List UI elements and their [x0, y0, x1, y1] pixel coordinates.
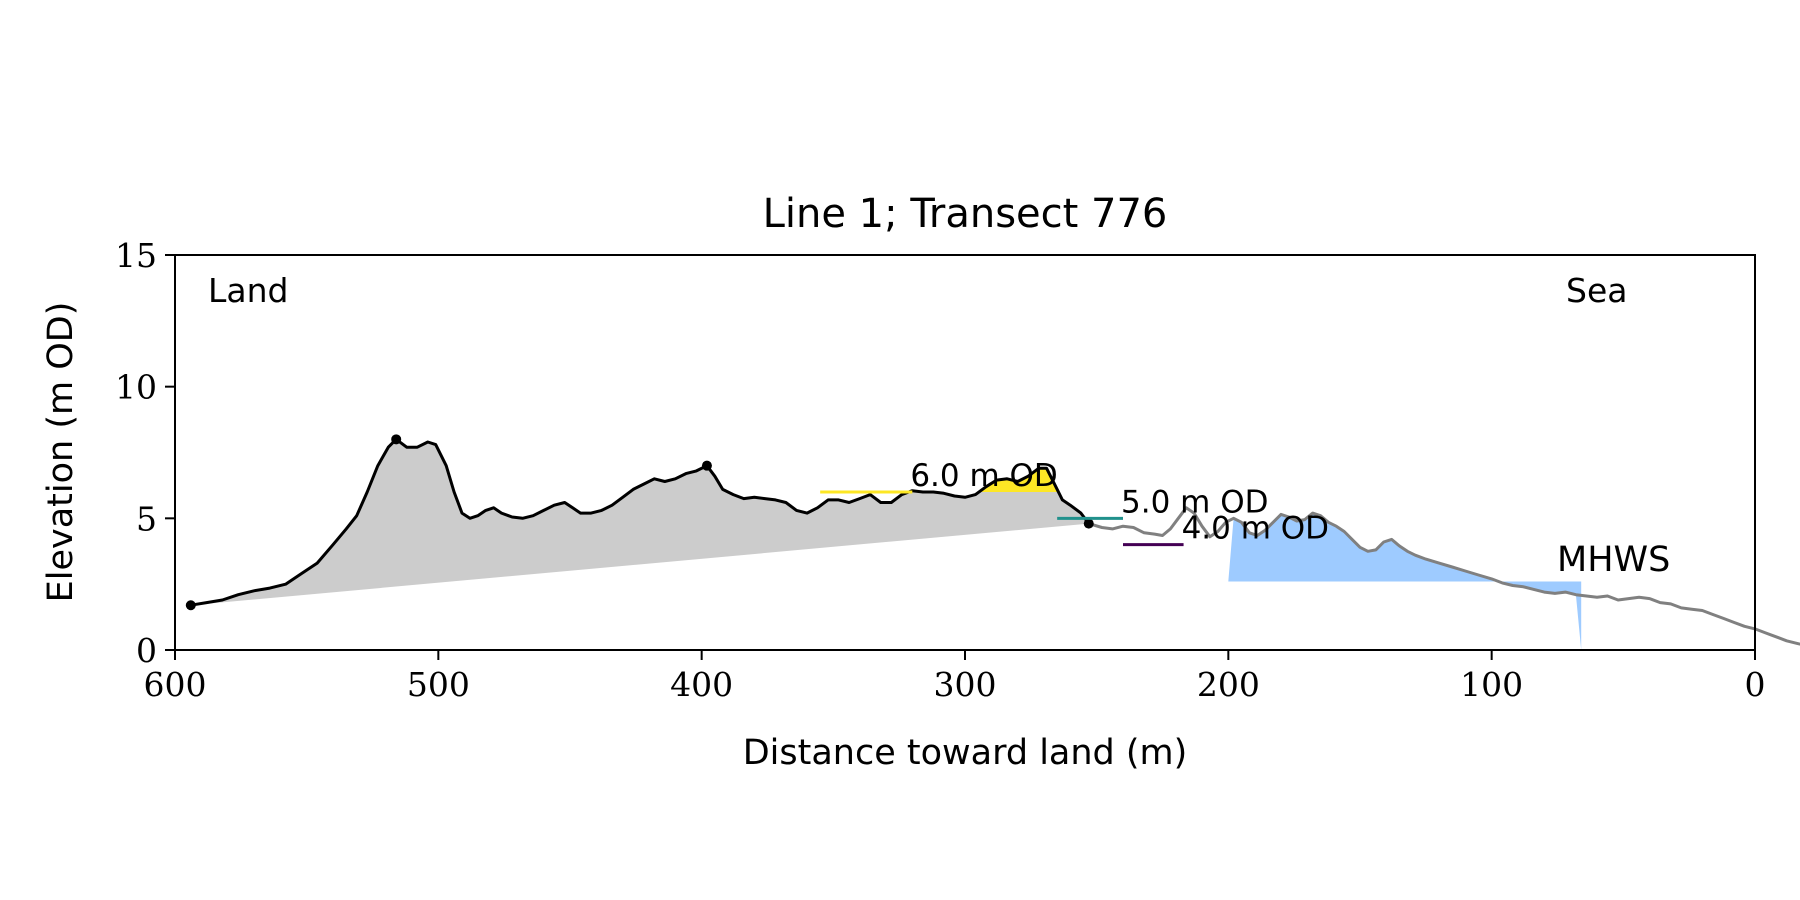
x-tick-label-500: 500 — [407, 665, 470, 704]
x-tick-label-600: 600 — [144, 665, 207, 704]
threshold-label-1: 6.0 m OD — [910, 458, 1057, 494]
threshold-label-3: 4.0 m OD — [1182, 511, 1329, 547]
y-tick-label-15: 15 — [115, 236, 157, 275]
x-axis: 600 500 400 300 200 100 0 — [144, 650, 1766, 704]
profile-marker-2 — [391, 434, 402, 445]
mhws-water-fill — [1228, 513, 1582, 650]
dune-profile-line — [190, 437, 1090, 607]
x-axis-label: Distance toward land (m) — [743, 733, 1188, 773]
beach-profile-line — [1088, 506, 1800, 646]
y-axis-label: Elevation (m OD) — [41, 302, 81, 603]
x-tick-label-400: 400 — [670, 665, 733, 704]
land-label: Land — [208, 271, 288, 310]
plot-layers: 6.0 m OD 5.0 m OD4.0 m OD — [185, 434, 1800, 650]
mhws-label: MHWS — [1557, 540, 1670, 580]
dune-volume-fill — [190, 439, 1089, 606]
above-threshold-fill — [908, 468, 1059, 492]
sea-label: Sea — [1566, 271, 1627, 310]
profile-marker-3 — [701, 460, 712, 471]
x-tick-label-200: 200 — [1197, 665, 1260, 704]
y-tick-label-10: 10 — [115, 368, 157, 407]
y-tick-label-5: 5 — [136, 499, 157, 538]
chart-title: Line 1; Transect 776 — [763, 191, 1168, 237]
y-axis: 0 5 10 15 — [115, 236, 175, 670]
profile-marker-4 — [1083, 518, 1094, 529]
profile-marker-1 — [185, 600, 196, 611]
x-tick-label-100: 100 — [1460, 665, 1523, 704]
x-tick-label-0: 0 — [1745, 665, 1766, 704]
threshold-label-2: 5.0 m OD — [1121, 484, 1268, 520]
x-tick-label-300: 300 — [934, 665, 997, 704]
y-tick-label-0: 0 — [136, 631, 157, 670]
